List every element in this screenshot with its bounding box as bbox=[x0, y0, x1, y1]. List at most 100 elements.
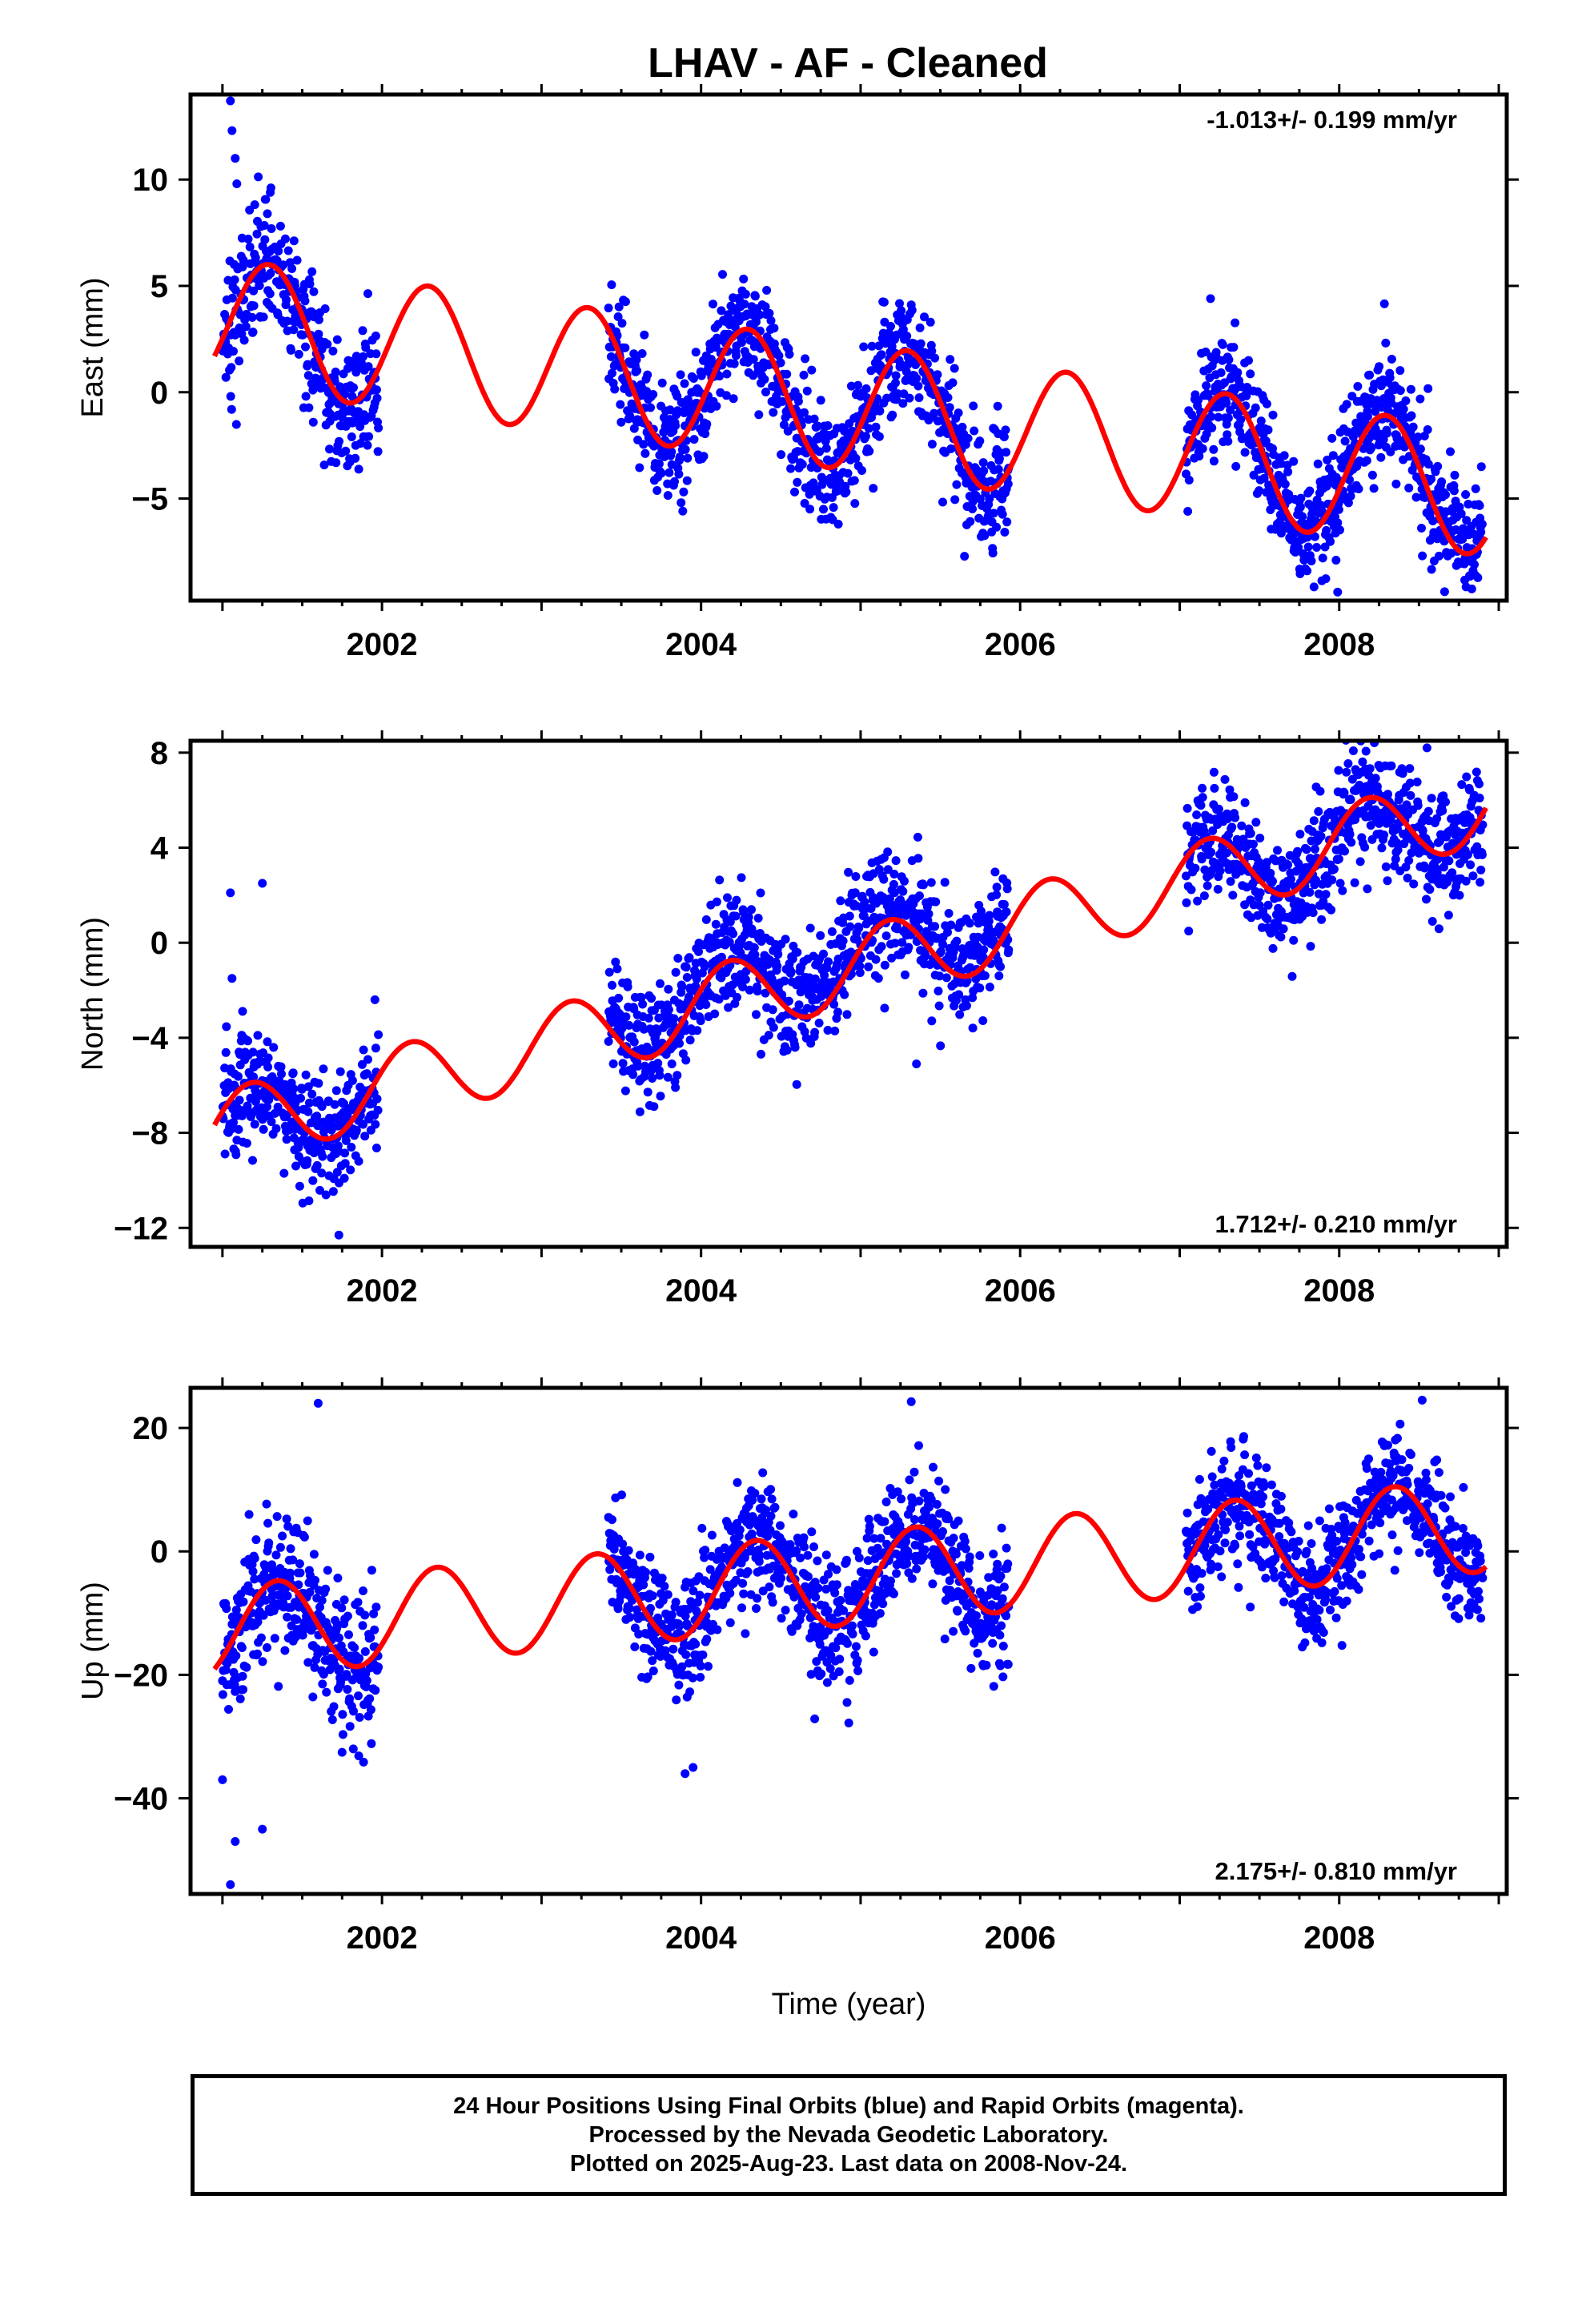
data-point bbox=[276, 1590, 286, 1600]
data-point bbox=[311, 1575, 319, 1585]
data-point bbox=[721, 391, 731, 400]
data-point bbox=[696, 1672, 705, 1682]
data-point bbox=[755, 310, 765, 320]
data-point bbox=[1293, 846, 1303, 856]
data-point bbox=[1311, 875, 1320, 885]
data-point bbox=[849, 476, 859, 485]
data-point bbox=[371, 385, 381, 395]
data-point bbox=[681, 444, 690, 454]
data-point bbox=[926, 317, 935, 327]
data-point bbox=[1266, 868, 1275, 878]
data-point bbox=[1371, 774, 1380, 783]
data-point bbox=[996, 962, 1005, 971]
data-point bbox=[897, 1494, 906, 1504]
data-point bbox=[628, 1070, 638, 1080]
data-point bbox=[365, 1694, 375, 1703]
data-point bbox=[887, 953, 897, 963]
data-point bbox=[283, 1522, 293, 1531]
data-point bbox=[907, 305, 917, 315]
data-point bbox=[717, 306, 726, 316]
data-point bbox=[737, 1603, 746, 1613]
data-point bbox=[1187, 410, 1197, 420]
data-point bbox=[888, 410, 897, 420]
data-point bbox=[670, 476, 679, 486]
data-point bbox=[1402, 800, 1411, 810]
data-point bbox=[1327, 433, 1337, 443]
data-point bbox=[612, 964, 622, 974]
data-point bbox=[1192, 810, 1202, 819]
data-point bbox=[1346, 795, 1355, 804]
data-point bbox=[222, 1022, 231, 1031]
y-axis-label: North (mm) bbox=[76, 917, 110, 1071]
data-point bbox=[317, 1596, 327, 1605]
data-point bbox=[1214, 804, 1223, 814]
data-point bbox=[1350, 878, 1359, 887]
data-point bbox=[968, 1023, 978, 1033]
data-point bbox=[1303, 566, 1312, 576]
data-point bbox=[1334, 766, 1343, 775]
data-point bbox=[675, 452, 685, 462]
data-point bbox=[282, 1514, 291, 1524]
data-point bbox=[883, 865, 893, 875]
data-point bbox=[1451, 613, 1460, 622]
data-point bbox=[657, 1574, 667, 1583]
data-point bbox=[617, 319, 627, 328]
data-point bbox=[1298, 512, 1307, 521]
data-point bbox=[359, 1757, 368, 1767]
data-point bbox=[833, 520, 843, 529]
data-point bbox=[648, 1074, 657, 1083]
data-point bbox=[338, 1730, 347, 1739]
data-point bbox=[354, 1156, 363, 1166]
data-point bbox=[998, 509, 1007, 519]
data-point bbox=[781, 935, 790, 944]
data-point bbox=[624, 1020, 634, 1030]
data-point bbox=[816, 931, 825, 940]
data-point bbox=[1273, 846, 1282, 855]
data-point bbox=[608, 1059, 618, 1068]
data-point bbox=[663, 1072, 673, 1082]
data-point bbox=[695, 1590, 705, 1600]
data-point bbox=[1302, 845, 1311, 854]
data-point bbox=[1335, 525, 1344, 535]
data-point bbox=[315, 1185, 324, 1195]
data-point bbox=[1340, 846, 1349, 856]
data-point bbox=[669, 1014, 679, 1023]
data-point bbox=[900, 876, 909, 886]
data-point bbox=[1423, 460, 1433, 469]
data-point bbox=[844, 867, 853, 877]
data-point bbox=[733, 992, 741, 1002]
data-point bbox=[985, 911, 994, 920]
data-point bbox=[1191, 863, 1200, 873]
data-point bbox=[1306, 942, 1315, 951]
data-point bbox=[1333, 587, 1343, 597]
data-point bbox=[667, 447, 677, 456]
data-point bbox=[766, 316, 776, 325]
data-point bbox=[660, 1582, 669, 1591]
data-point bbox=[1365, 764, 1375, 774]
data-point bbox=[261, 195, 271, 204]
data-point bbox=[845, 911, 854, 921]
data-point bbox=[968, 993, 978, 1003]
data-point bbox=[1433, 854, 1443, 864]
data-point bbox=[799, 1533, 809, 1542]
data-point bbox=[328, 346, 338, 356]
data-point bbox=[1240, 798, 1250, 807]
data-point bbox=[898, 887, 908, 896]
data-point bbox=[648, 1667, 658, 1675]
data-point bbox=[1395, 366, 1405, 376]
data-point bbox=[753, 914, 763, 923]
data-point bbox=[739, 274, 749, 283]
data-point bbox=[914, 1441, 923, 1450]
data-point bbox=[702, 420, 712, 429]
data-point bbox=[761, 388, 770, 396]
data-point bbox=[374, 1663, 383, 1672]
data-point bbox=[249, 286, 259, 296]
data-point bbox=[1242, 391, 1251, 400]
data-point bbox=[1327, 905, 1336, 915]
data-point bbox=[359, 352, 367, 361]
data-point bbox=[1353, 382, 1363, 391]
data-point bbox=[855, 968, 865, 978]
data-point bbox=[992, 883, 1002, 892]
data-point bbox=[707, 1530, 717, 1540]
